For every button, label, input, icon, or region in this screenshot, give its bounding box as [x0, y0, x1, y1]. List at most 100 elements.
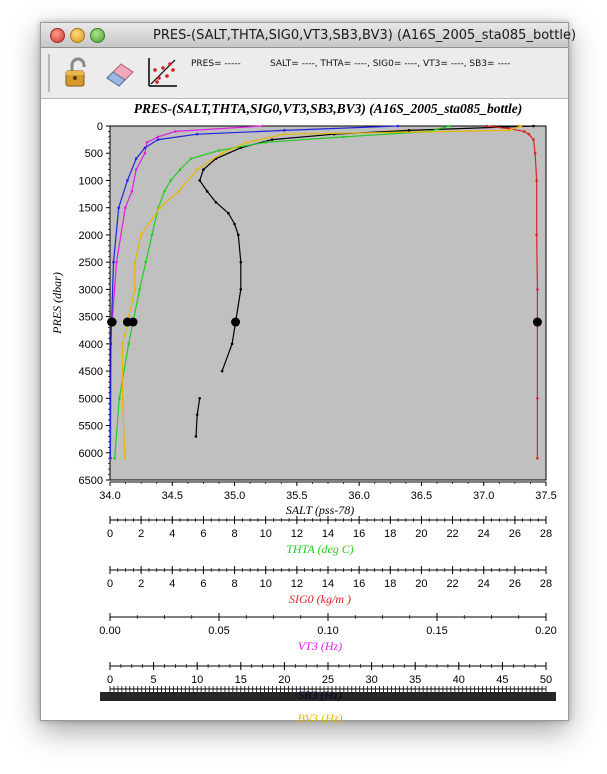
series-sig0-point: [485, 124, 489, 128]
series-sb3-point: [112, 260, 115, 264]
series-thta-point: [113, 456, 116, 460]
y-tick-label: 6000: [79, 448, 103, 460]
series-bv3-point: [177, 190, 180, 193]
y-tick-label: 4000: [79, 339, 103, 351]
series-sig0-point: [536, 456, 539, 460]
x-axis-2-tick-label: 20: [415, 528, 427, 540]
series-sb3-point: [126, 179, 129, 182]
x-axis-5-tick-label: 5: [151, 674, 157, 686]
series-sb3-point: [109, 456, 112, 460]
series-salt-point: [214, 200, 218, 204]
x-axis-3-label: SIG0 (kg/m ): [289, 592, 351, 606]
series-salt-point: [230, 342, 234, 346]
series-vt3-point: [134, 168, 138, 171]
close-button[interactable]: [50, 28, 65, 43]
series-thta-point: [138, 288, 141, 291]
x-axis-3-tick-label: 14: [322, 578, 334, 590]
series-thta-point: [127, 342, 130, 346]
x-axis-3-tick-label: 20: [415, 578, 427, 590]
series-salt-point: [195, 413, 199, 416]
x-axis-5-tick-label: 35: [409, 674, 421, 686]
x-axis-2-tick-label: 26: [509, 528, 521, 540]
scatter-plot-icon[interactable]: [145, 56, 179, 90]
x-axis-5-tick-label: 45: [496, 674, 508, 686]
series-thta-line: [114, 125, 450, 459]
x-axis-5-tick-label: 40: [453, 674, 465, 686]
x-axis-4-tick-label: 0.00: [99, 625, 120, 637]
x-axis-3-tick-label: 0: [107, 578, 113, 590]
x-axis-3-tick-label: 6: [200, 578, 206, 590]
x-axis-3-tick-label: 10: [260, 578, 272, 590]
x-axis-2-tick-label: 28: [540, 528, 552, 540]
x-axis-2-tick-label: 0: [107, 528, 113, 540]
minimize-button[interactable]: [70, 28, 85, 43]
series-salt-point: [270, 138, 274, 141]
x-axis-1-tick-label: 34.5: [162, 490, 183, 502]
series-bv3-point: [507, 129, 510, 132]
series-salt-point: [198, 397, 201, 400]
series-salt-point: [220, 369, 224, 373]
series-thta-point: [163, 190, 166, 193]
unlock-icon[interactable]: [61, 56, 95, 90]
x-axis-3-tick-label: 18: [384, 578, 396, 590]
series-sb3-point: [396, 124, 400, 128]
series-sb3-point: [134, 157, 138, 160]
x-axis-1-label: SALT (pss-78): [286, 503, 355, 517]
x-axis-5-tick-label: 10: [191, 674, 203, 686]
title-bar: PRES-(SALT,THTA,SIG0,VT3,SB3,BV3) (A16S_…: [41, 23, 576, 48]
series-thta-point: [448, 124, 451, 128]
x-axis-3-tick-label: 12: [291, 578, 303, 590]
series-bv3-point: [133, 288, 137, 291]
series-salt-point: [194, 435, 198, 438]
plot-area: [109, 125, 547, 481]
x-axis-1-tick-label: 35.5: [286, 490, 307, 502]
window-title: PRES-(SALT,THTA,SIG0,VT3,SB3,BV3) (A16S_…: [153, 28, 577, 43]
x-axis-2-tick-label: 16: [353, 528, 365, 540]
x-axis-2-tick-label: 14: [322, 528, 334, 540]
series-salt-point: [233, 222, 236, 226]
series-sig0-level-marker: [532, 317, 542, 327]
y-tick-label: 3500: [79, 312, 103, 324]
y-tick-label: 1000: [79, 175, 103, 187]
y-tick-label: 1500: [79, 203, 103, 215]
x-axis-6-crowded-labels: [100, 692, 556, 701]
series-salt-point: [239, 260, 243, 264]
series-bv3-point: [127, 315, 130, 318]
series-bv3-level-marker: [122, 317, 132, 327]
y-tick-label: 5500: [79, 421, 103, 433]
y-tick-label: 5000: [79, 393, 103, 405]
x-axis-4-label: VT3 (Hz): [298, 639, 342, 653]
series-sb3-point: [117, 206, 121, 209]
chart-title: PRES-(SALT,THTA,SIG0,VT3,SB3,BV3) (A16S_…: [134, 101, 523, 116]
pres-readout: PRES= -----: [191, 59, 241, 69]
x-axis-4-tick-label: 0.15: [426, 625, 447, 637]
series-salt-point: [407, 129, 411, 132]
eraser-icon[interactable]: [103, 56, 137, 90]
series-bv3-point: [158, 206, 162, 209]
x-axis-2-tick-label: 22: [446, 528, 458, 540]
series-sb3-point: [109, 342, 113, 346]
series-thta-point: [118, 397, 121, 400]
series-bv3-point: [195, 168, 199, 171]
series-vt3-point: [156, 135, 160, 139]
x-axis-5-tick-label: 0: [107, 674, 113, 686]
series-salt-point: [205, 190, 209, 193]
x-axis-1-tick-label: 36.5: [411, 490, 432, 502]
x-axis-1-tick-label: 34.0: [99, 490, 120, 502]
series-sig0-point: [536, 397, 539, 400]
series-bv3-point: [283, 132, 286, 136]
series-salt-point: [198, 179, 201, 182]
series-sig0-point: [536, 288, 539, 291]
y-tick-label: 500: [85, 148, 103, 160]
y-tick-label: 4500: [79, 366, 103, 378]
series-thta-point: [150, 233, 154, 237]
series-vt3-line: [111, 125, 263, 323]
x-axis-2-tick-label: 12: [291, 528, 303, 540]
x-axis-3-tick-label: 26: [509, 578, 521, 590]
x-axis-1-tick-label: 37.5: [535, 490, 556, 502]
zoom-button[interactable]: [90, 28, 105, 43]
series-thta-point: [178, 168, 182, 171]
series-thta-point: [144, 260, 148, 264]
y-tick-label: 3000: [79, 284, 103, 296]
